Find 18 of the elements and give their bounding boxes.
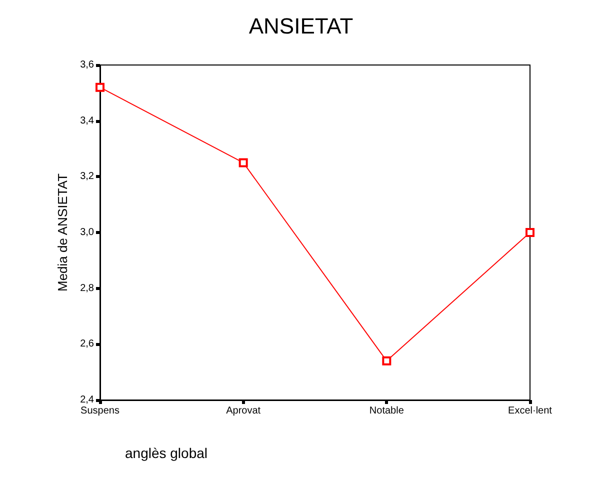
point [526, 228, 534, 237]
point [238, 158, 248, 168]
chart-title: ANSIETAT [248, 14, 354, 38]
y-tick-label: 3,4 [80, 115, 94, 126]
x-tick-label: Notable [369, 406, 404, 416]
y-tick-label: 3,0 [80, 227, 94, 238]
y-axis-title: Media de ANSIETAT [55, 173, 70, 292]
y-tick-label: 2,4 [80, 394, 94, 406]
point [382, 356, 392, 366]
x-tick-label: Excel·lent [508, 406, 552, 416]
x-axis-title: anglès global [125, 445, 208, 461]
y-tick-label: 2,6 [80, 338, 94, 350]
y-tick-label: 3,6 [80, 60, 94, 70]
point [96, 82, 104, 92]
y-tick-label: 2,8 [80, 282, 94, 294]
y-tick-label: 3,2 [80, 171, 94, 182]
x-tick-label: Aprovat [226, 406, 261, 416]
x-tick-label: Suspens [80, 406, 120, 416]
